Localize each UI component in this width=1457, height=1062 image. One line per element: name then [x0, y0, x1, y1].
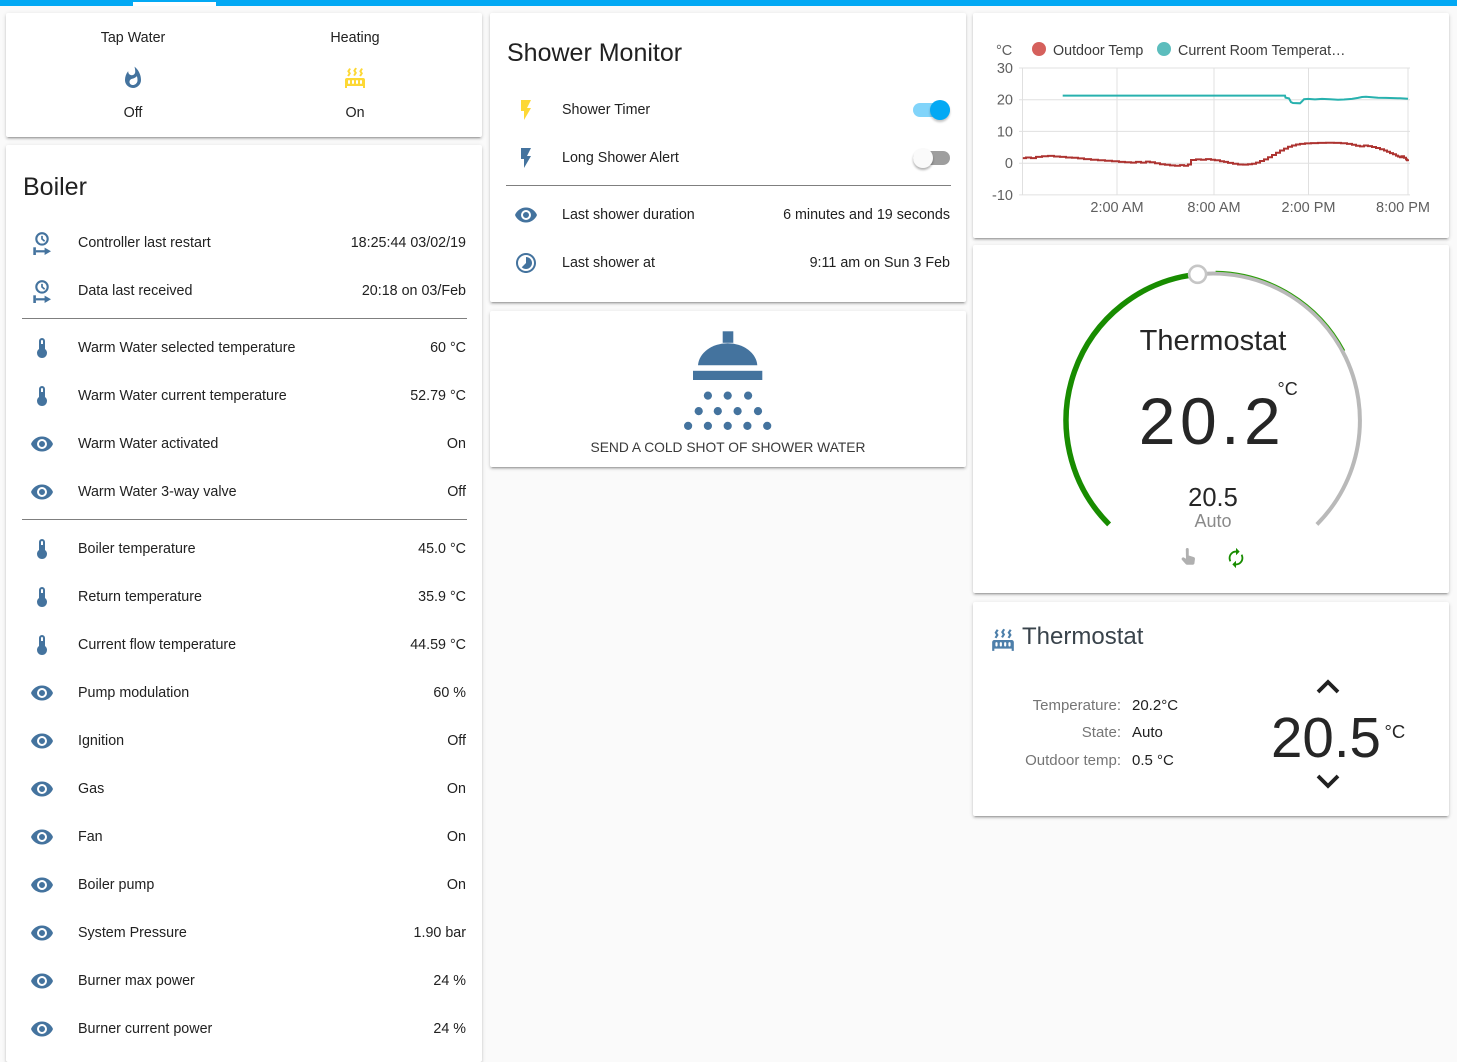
svg-text:10: 10	[997, 124, 1013, 140]
svg-text:Outdoor Temp: Outdoor Temp	[1053, 43, 1143, 59]
svg-text:2:00 AM: 2:00 AM	[1090, 200, 1143, 216]
svg-text:-10: -10	[992, 188, 1013, 204]
svg-text:°C: °C	[996, 43, 1012, 59]
svg-text:30: 30	[997, 61, 1013, 77]
svg-text:8:00 PM: 8:00 PM	[1376, 200, 1430, 216]
svg-text:20: 20	[997, 93, 1013, 109]
svg-text:0: 0	[1005, 156, 1013, 172]
svg-text:Current Room Temperat…: Current Room Temperat…	[1178, 43, 1345, 59]
svg-text:2:00 PM: 2:00 PM	[1282, 200, 1336, 216]
svg-text:8:00 AM: 8:00 AM	[1187, 200, 1240, 216]
